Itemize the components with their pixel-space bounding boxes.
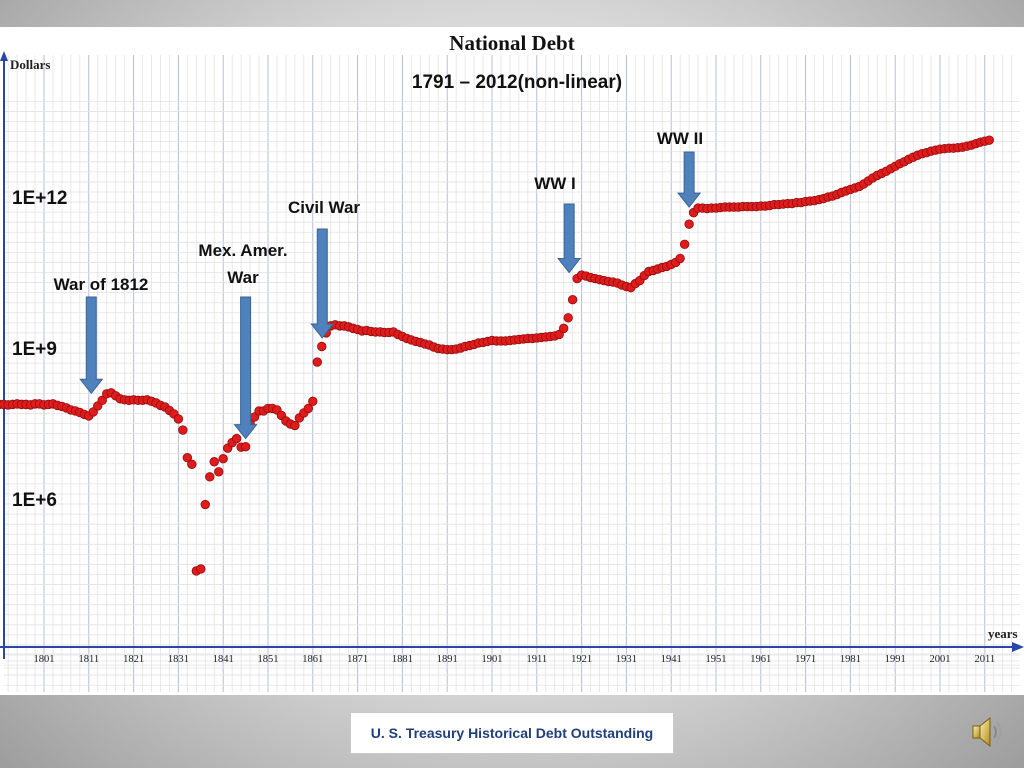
y-tick-label: 1E+6 [12, 490, 57, 511]
annotation-label: Mex. Amer. [198, 241, 287, 260]
x-tick-label: 1851 [258, 654, 279, 665]
y-tick-labels: 1E+12 1E+9 1E+6 [12, 188, 67, 511]
x-tick-label: 1881 [392, 654, 413, 665]
x-axis-label: years [988, 626, 1018, 641]
y-axis-label: Dollars [10, 57, 50, 72]
annotation-arrow [233, 296, 258, 440]
data-point [567, 294, 578, 305]
x-tick-label: 1921 [571, 654, 592, 665]
y-tick-label: 1E+12 [12, 188, 67, 209]
annotation-label: War of 1812 [54, 275, 149, 294]
data-point [173, 414, 184, 424]
x-tick-label: 1991 [885, 654, 906, 665]
data-point [317, 341, 327, 352]
annotations: War of 1812 Mex. Amer. War Civil War WW I WW … [54, 129, 703, 440]
annotation-arrow [79, 296, 104, 395]
data-point [303, 403, 314, 414]
data-point [182, 453, 193, 463]
x-tick-label: 1871 [347, 654, 368, 665]
x-tick-label: 1831 [168, 654, 189, 665]
data-point [563, 313, 573, 323]
x-tick-label: 1981 [840, 654, 861, 665]
data-point [231, 433, 242, 444]
y-tick-label: 1E+9 [12, 339, 57, 360]
data-point [312, 357, 322, 367]
data-point [558, 323, 569, 334]
x-tick-label: 1971 [795, 654, 816, 665]
data-point [205, 472, 215, 482]
chart-axes [0, 51, 1024, 659]
chart-gridlines [4, 55, 1020, 692]
data-point [209, 457, 219, 467]
x-tick-label: 1861 [302, 654, 323, 665]
y-axis-arrowhead [0, 51, 8, 61]
x-tick-label: 1821 [123, 654, 144, 665]
annotation-label: Civil War [288, 198, 360, 217]
annotation-arrow [677, 151, 702, 208]
data-point [214, 467, 224, 477]
data-point [200, 499, 210, 510]
x-axis-arrowhead [1012, 642, 1024, 652]
source-label: U. S. Treasury Historical Debt Outstandi… [350, 712, 674, 754]
x-tick-label: 1931 [616, 654, 637, 665]
data-points [0, 135, 994, 576]
annotation-label: War [227, 268, 259, 287]
x-tick-label: 1901 [482, 654, 503, 665]
data-point [984, 135, 994, 145]
data-point [290, 420, 300, 431]
data-point [240, 441, 251, 452]
x-tick-label: 1841 [213, 654, 234, 665]
annotation-arrow [557, 203, 582, 274]
x-tick-label: 1811 [78, 654, 99, 665]
data-point [178, 425, 188, 435]
x-tick-label: 1911 [526, 654, 547, 665]
x-tick-label: 1951 [706, 654, 727, 665]
annotation-label: WW I [534, 174, 576, 193]
x-tick-label: 1801 [34, 654, 55, 665]
x-tick-label: 1961 [750, 654, 771, 665]
data-point [97, 395, 107, 406]
annotation-arrow [310, 228, 335, 339]
x-tick-label: 1891 [437, 654, 458, 665]
chart-title: National Debt [449, 31, 574, 55]
annotation-label: WW II [657, 129, 703, 148]
x-tick-label: 2001 [930, 654, 951, 665]
data-point [679, 239, 690, 250]
x-tick-label: 1941 [661, 654, 682, 665]
data-point [308, 396, 318, 407]
chart-subtitle: 1791 – 2012(non-linear) [412, 72, 622, 93]
speaker-button[interactable] [968, 712, 1006, 752]
x-tick-labels: 1801 1811 1821 1831 1841 1851 1861 1871 1881 1891… [34, 654, 996, 665]
national-debt-chart: National Debt 1791 – 2012(non-linear) Do… [0, 31, 1024, 692]
data-point [675, 253, 685, 264]
data-point [187, 459, 197, 469]
speaker-icon [972, 716, 1002, 748]
data-point [218, 454, 228, 464]
data-point [684, 219, 694, 229]
data-point [196, 564, 206, 574]
x-tick-label: 2011 [974, 654, 995, 665]
chart-panel: National Debt 1791 – 2012(non-linear) Do… [0, 27, 1024, 695]
